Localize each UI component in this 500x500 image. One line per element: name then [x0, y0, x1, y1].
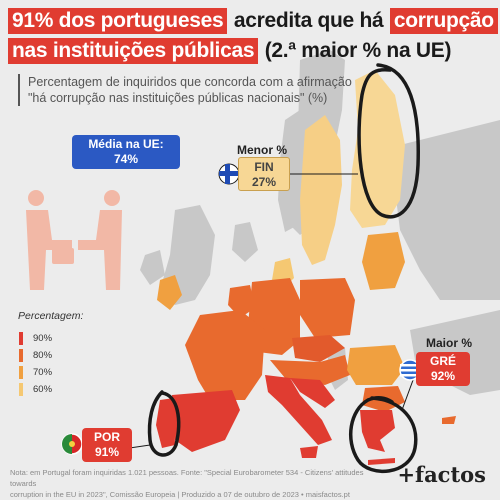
finland-country: FIN: [254, 160, 274, 174]
region-austria-hungary: [270, 355, 350, 385]
finland-flag-icon: [218, 163, 240, 185]
subtitle-line-2: "há corrupção nas instituições públicas …: [28, 91, 328, 105]
finland-value: 27%: [251, 175, 277, 189]
footnote-line-2: corruption in the EU in 2023", Comissão …: [10, 490, 350, 499]
legend-item: 80%: [19, 347, 83, 364]
region-crete: [368, 458, 395, 465]
title-highlight-3: nas instituições públicas: [8, 38, 259, 64]
region-portugal: [156, 398, 175, 448]
greece-circle: [349, 396, 418, 474]
region-poland: [300, 278, 355, 338]
legend-swatch: [19, 332, 23, 345]
legend-swatch: [19, 349, 23, 362]
greece-country: GRÉ: [429, 354, 456, 368]
greece-callout: GRÉ 92%: [416, 352, 470, 386]
max-heading: Maior %: [426, 336, 473, 350]
portugal-flag-icon: [61, 433, 83, 455]
title-highlight-1: 91% dos portugueses: [8, 8, 228, 34]
finland-circle: [357, 63, 420, 219]
title-plain-2: (2.ª maior % na UE): [264, 39, 452, 62]
region-baltics: [362, 232, 405, 290]
eu-average-callout: Média na UE: 74%: [72, 135, 180, 169]
portugal-country: POR: [93, 430, 120, 444]
region-ireland: [157, 275, 182, 310]
legend-item: 70%: [19, 364, 83, 381]
finland-callout: FIN 27%: [238, 157, 290, 191]
region-france: [185, 310, 265, 400]
legend-swatch: [19, 366, 23, 379]
legend-item: 90%: [19, 330, 83, 347]
eu-average-label: Média na UE:: [88, 137, 164, 151]
region-sicily: [300, 446, 318, 458]
legend-swatch: [19, 383, 23, 396]
chart-title: 91% dos portugueses acredita que há corr…: [8, 8, 498, 68]
region-croatia: [290, 378, 335, 408]
highlight-circles: [147, 63, 420, 474]
region-greece: [360, 410, 395, 452]
chart-subtitle: Percentagem de inquiridos que concorda c…: [18, 74, 408, 106]
title-highlight-2: corrupção: [389, 8, 498, 34]
portugal-callout: POR 91%: [82, 428, 132, 462]
region-czech-slovakia: [292, 335, 345, 362]
portugal-value: 91%: [94, 445, 120, 459]
footnote: Nota: em Portugal foram inquiridas 1.021…: [10, 467, 390, 500]
legend-label: 90%: [33, 333, 53, 344]
corruption-illustration: [26, 190, 122, 290]
legend-label: 70%: [33, 367, 53, 378]
subtitle-line-1: Percentagem de inquiridos que concorda c…: [28, 75, 352, 89]
region-romania: [347, 345, 405, 385]
eu-average-value: 74%: [113, 152, 139, 166]
title-plain-1: acredita que há: [233, 9, 384, 32]
region-benelux: [228, 285, 255, 318]
region-spain: [172, 390, 240, 452]
legend: Percentagem: 90% 80% 70% 60%: [18, 310, 83, 398]
portugal-circle: [147, 390, 181, 457]
greece-value: 92%: [430, 369, 456, 383]
brand-logo: +factos: [397, 462, 486, 487]
region-cyprus: [442, 416, 456, 424]
footnote-line-1: Nota: em Portugal foram inquiridas 1.021…: [10, 468, 364, 488]
region-sweden: [300, 115, 342, 265]
region-italy: [265, 375, 332, 445]
legend-title: Percentagem:: [18, 310, 84, 322]
greece-flag-icon: [399, 359, 421, 381]
min-heading: Menor %: [237, 143, 288, 157]
legend-label: 80%: [33, 350, 53, 361]
legend-item: 60%: [19, 381, 83, 398]
legend-label: 60%: [33, 384, 53, 395]
